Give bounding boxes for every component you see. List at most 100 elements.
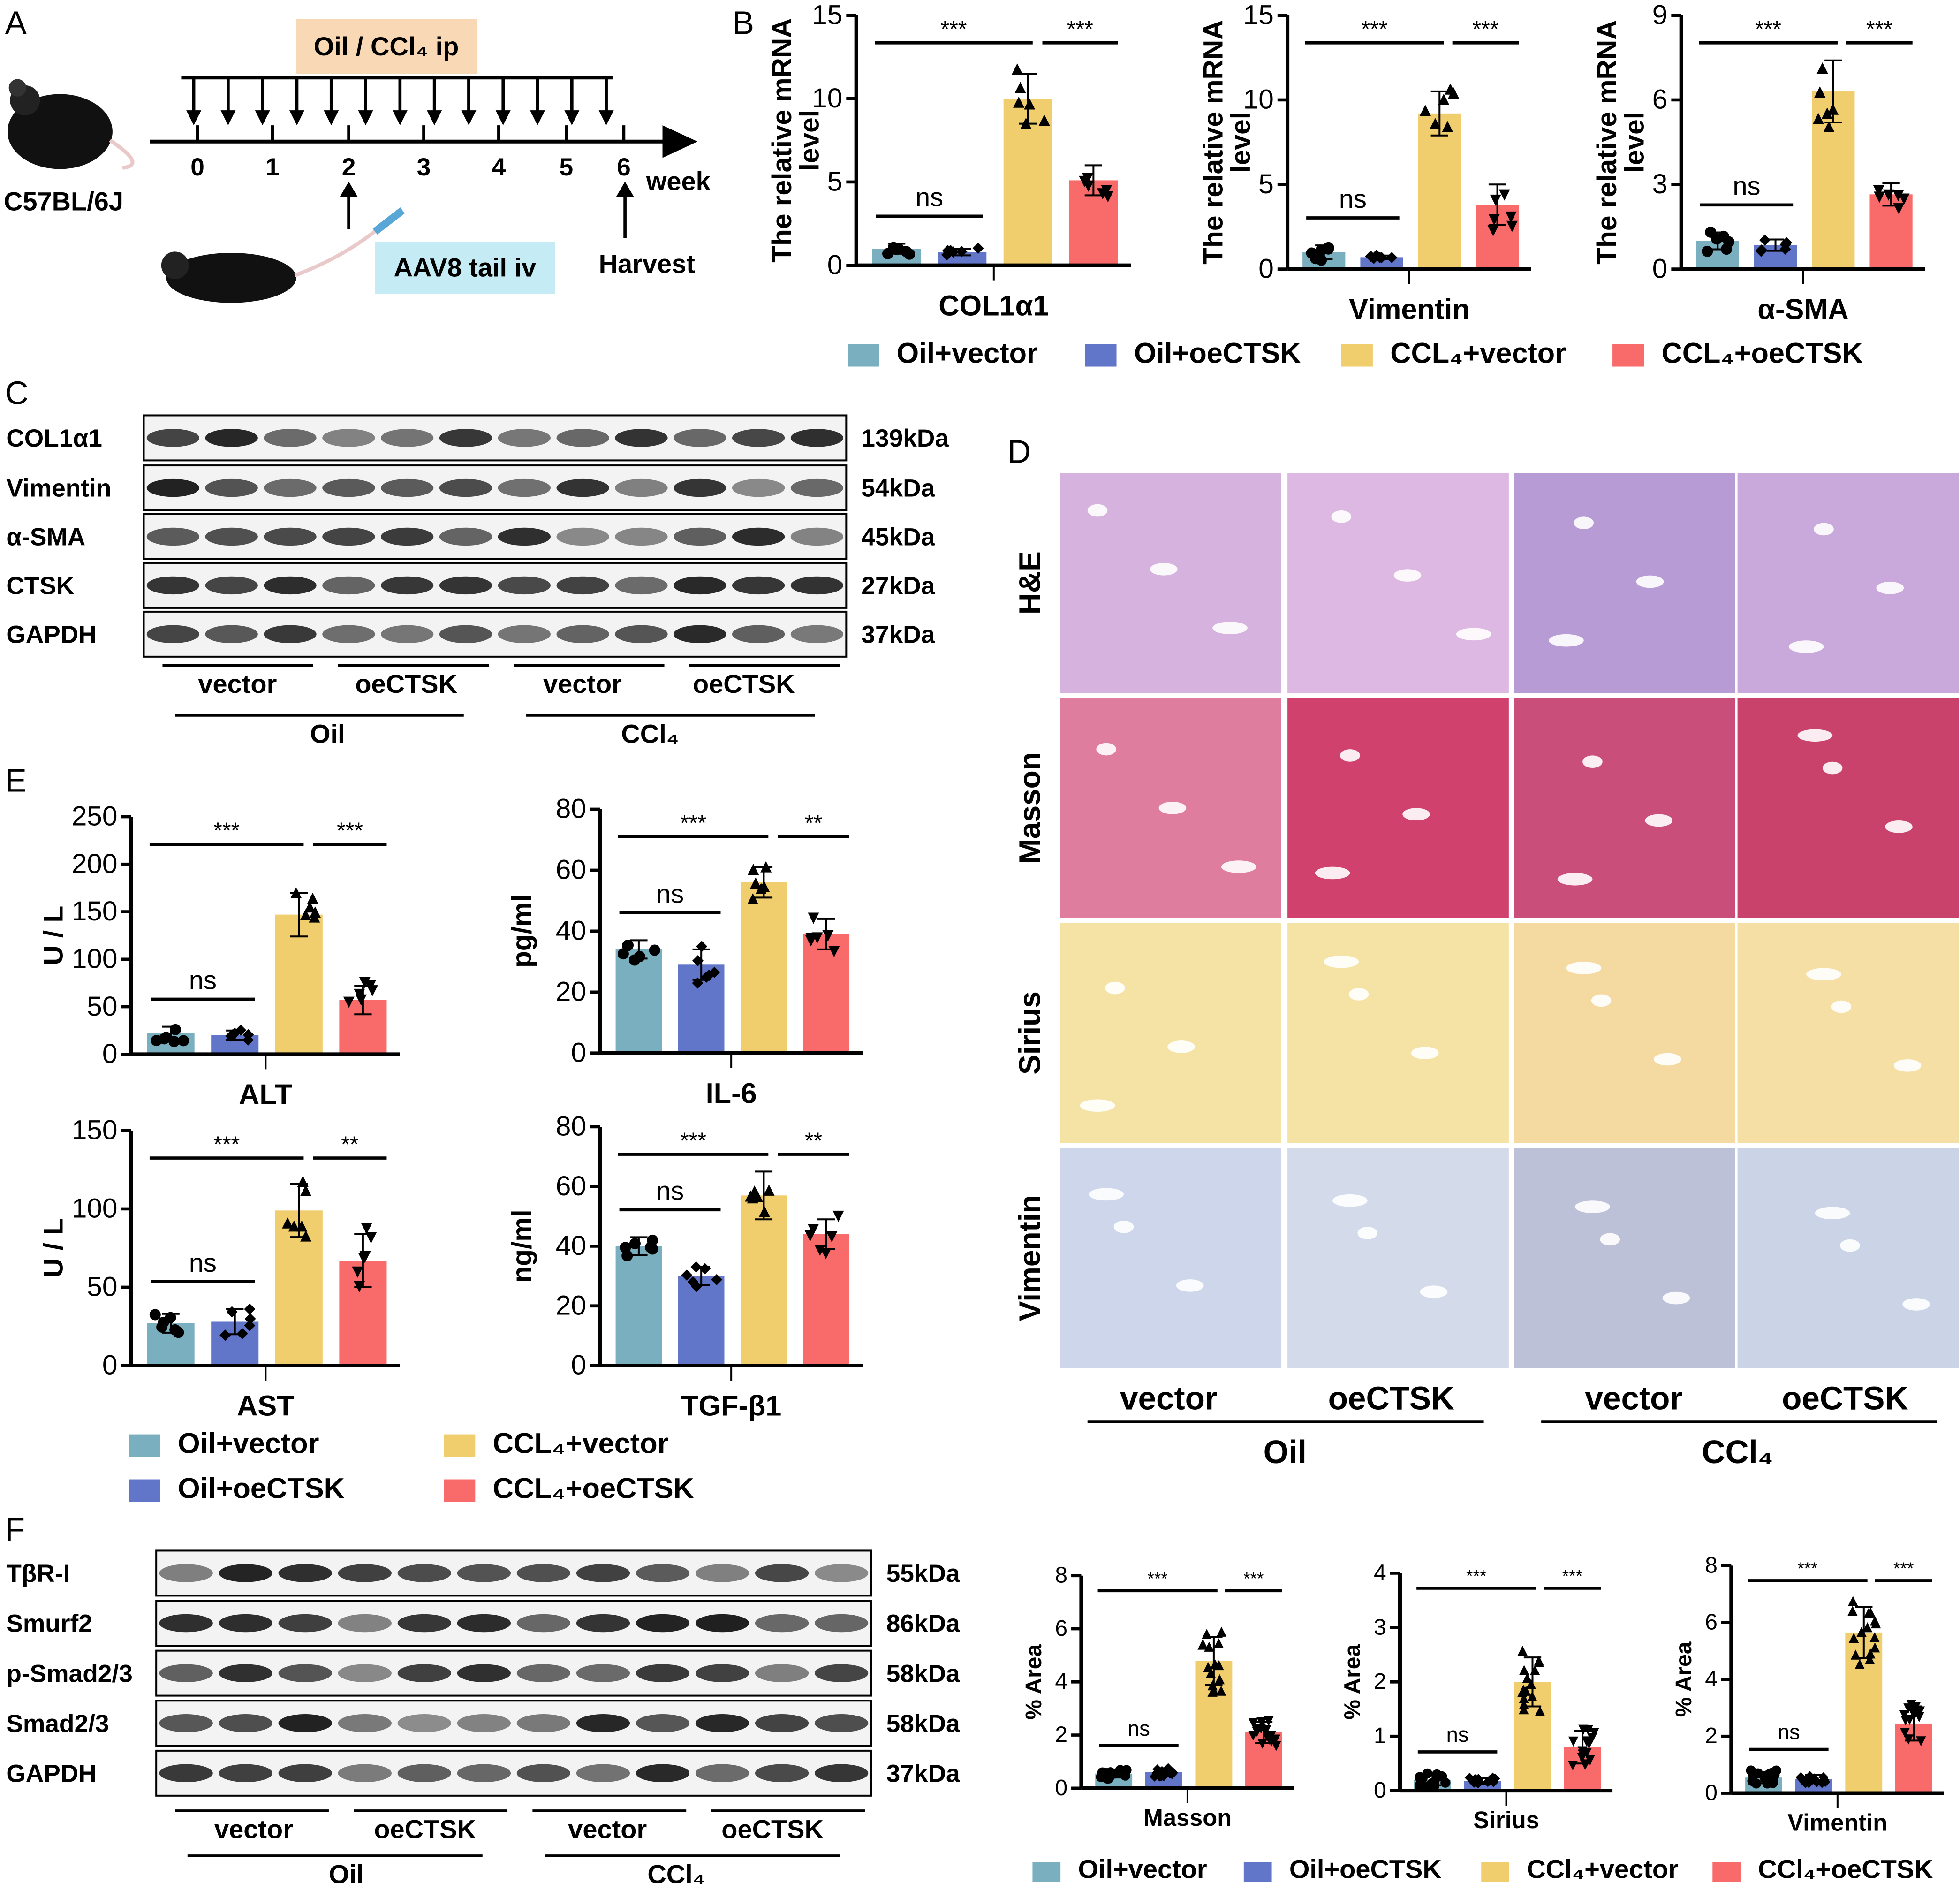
- vessel: [1600, 1233, 1620, 1246]
- protein-label: Smad2/3: [6, 1710, 109, 1738]
- y-tick-label: 15: [812, 0, 842, 30]
- blot-strip: [143, 513, 848, 560]
- y-tick-label: 50: [87, 991, 117, 1022]
- blot-band: [576, 1614, 630, 1633]
- blot-band: [219, 1564, 272, 1582]
- legend-swatch: [1612, 344, 1644, 367]
- significance-label: ***: [1466, 1566, 1487, 1586]
- blot-band: [397, 1664, 451, 1682]
- strain-label: C57BL/6J: [4, 186, 123, 216]
- blot-band: [755, 1614, 809, 1633]
- molecular-weight-label: 54kDa: [861, 475, 935, 502]
- blot-band: [576, 1714, 630, 1732]
- data-point: [1806, 1775, 1816, 1786]
- histology-image: [1514, 698, 1735, 918]
- data-point: [1202, 1629, 1212, 1639]
- y-tick-label: 5: [1258, 169, 1274, 199]
- blot-band: [219, 1664, 272, 1682]
- arrow-down-icon: [530, 110, 545, 126]
- protein-label: CTSK: [6, 572, 74, 600]
- blot-band: [755, 1714, 809, 1732]
- injection-arrow-icon: [340, 182, 358, 197]
- harvest-label: Harvest: [599, 249, 695, 279]
- y-axis-label: level: [795, 110, 825, 171]
- blot-band: [338, 1664, 392, 1682]
- data-point: [1488, 214, 1500, 226]
- y-tick-label: 10: [812, 83, 842, 114]
- bar-2: [741, 882, 787, 1053]
- y-axis-label: pg/ml: [507, 895, 537, 968]
- week-unit-label: week: [646, 167, 711, 196]
- blot-band: [695, 1714, 749, 1732]
- blot-band: [381, 625, 434, 644]
- data-point: [1915, 1706, 1925, 1716]
- x-axis-label: AST: [237, 1390, 295, 1422]
- molecular-weight-label: 58kDa: [886, 1710, 960, 1738]
- blot-band: [205, 429, 258, 447]
- blot-band: [278, 1764, 332, 1783]
- vessel: [1357, 1227, 1378, 1239]
- blot-band: [278, 1664, 332, 1682]
- bar-2: [275, 914, 323, 1055]
- significance-label: **: [805, 1128, 822, 1153]
- data-point: [1823, 121, 1835, 132]
- blot-strip: [155, 1549, 872, 1597]
- blot-band: [615, 527, 668, 546]
- chart-f-10: 0 2 4 6 8 Vimentin % Area ns *** ***: [1672, 1553, 1944, 1836]
- blot-band: [397, 1614, 451, 1633]
- harvest-arrow-icon: [616, 182, 634, 197]
- data-point: [1862, 1622, 1873, 1633]
- data-point: [888, 242, 900, 253]
- significance-label: ns: [1778, 1720, 1800, 1744]
- data-point: [343, 996, 355, 1008]
- data-point: [692, 955, 704, 966]
- timeline-arrow-icon: [662, 125, 698, 158]
- y-tick-label: 50: [87, 1272, 117, 1302]
- data-point: [1519, 1665, 1529, 1675]
- blot-band: [790, 576, 844, 595]
- vessel: [1331, 510, 1352, 523]
- data-point: [364, 980, 376, 992]
- blot-band: [205, 478, 258, 497]
- data-point: [1873, 185, 1884, 197]
- protein-label: GAPDH: [6, 1760, 96, 1788]
- vessel: [1393, 569, 1422, 582]
- protein-label: p-Smad2/3: [6, 1660, 133, 1687]
- histology-image: [1514, 923, 1735, 1143]
- group-label: vector: [198, 669, 277, 699]
- y-tick-label: 60: [556, 1171, 586, 1201]
- vessel: [1902, 1298, 1930, 1311]
- blot-band: [790, 625, 844, 644]
- panel-label-a: A: [5, 5, 27, 41]
- y-tick-label: 20: [556, 976, 586, 1007]
- blot-band: [516, 1614, 571, 1633]
- significance-label: ***: [1472, 17, 1498, 42]
- data-point: [808, 1224, 819, 1236]
- data-point: [1517, 1645, 1528, 1656]
- significance-label: ns: [656, 1176, 684, 1205]
- data-point: [1847, 1606, 1858, 1616]
- blot-band: [695, 1664, 749, 1682]
- blot-band: [556, 429, 609, 447]
- vessel: [1150, 562, 1178, 576]
- blot-band: [205, 576, 258, 595]
- blot-band: [755, 1664, 809, 1682]
- data-point: [297, 1176, 309, 1187]
- y-axis-label: % Area: [1340, 1644, 1365, 1720]
- y-tick-label: 80: [556, 794, 586, 824]
- data-point: [1584, 1739, 1594, 1749]
- data-point: [1014, 82, 1026, 93]
- significance-label: ***: [1866, 17, 1892, 42]
- blot-band: [615, 576, 668, 595]
- arrow-down-icon: [392, 110, 408, 126]
- data-point: [159, 1033, 170, 1045]
- arrow-down-icon: [220, 110, 236, 126]
- y-tick-label: 40: [556, 916, 586, 946]
- blot-band: [264, 576, 317, 595]
- vessel: [1411, 1047, 1439, 1060]
- data-point: [1874, 191, 1885, 203]
- data-point: [1535, 1706, 1545, 1716]
- blot-band: [636, 1614, 690, 1633]
- panel-label-c: C: [5, 374, 29, 411]
- data-point: [1759, 234, 1771, 246]
